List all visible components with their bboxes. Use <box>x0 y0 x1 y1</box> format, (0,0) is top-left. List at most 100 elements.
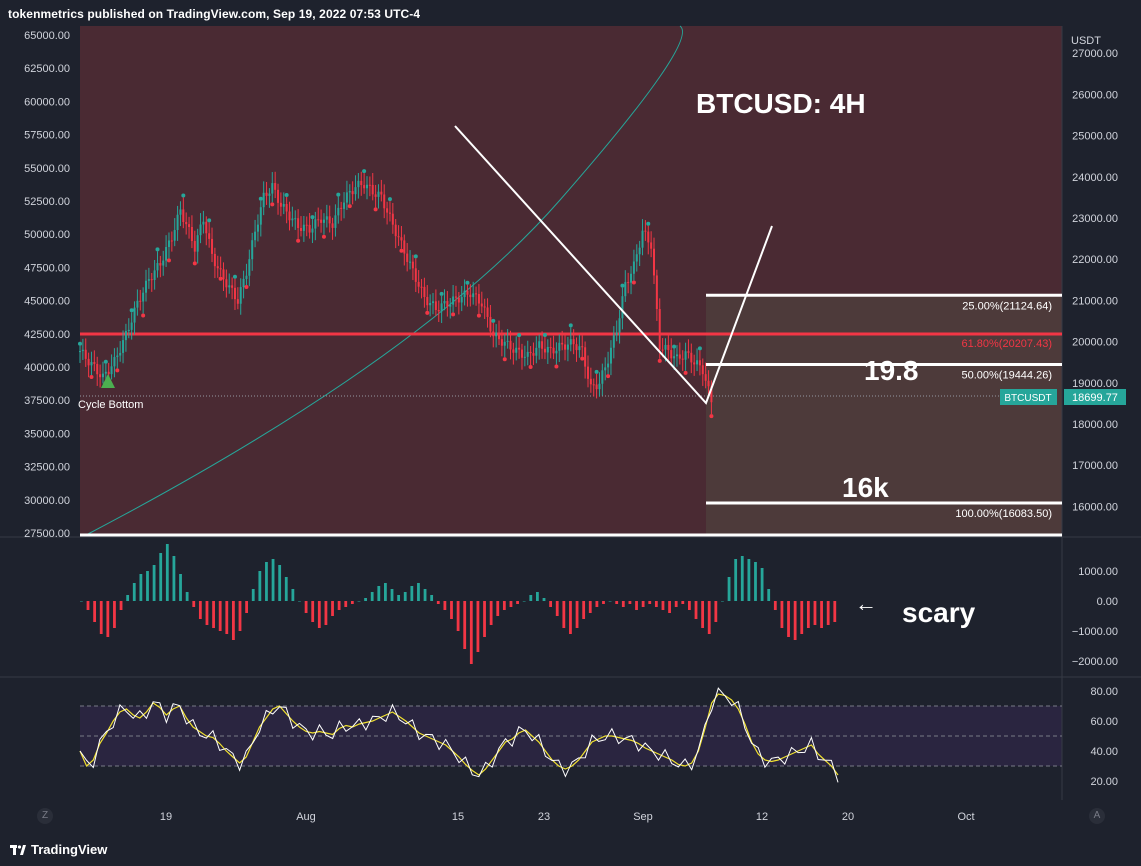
swing-high-dot <box>181 193 186 198</box>
candle-body <box>251 240 254 260</box>
candle-body <box>693 362 696 365</box>
swing-high-dot <box>620 283 625 288</box>
histogram-bar <box>714 601 718 622</box>
rsi-line <box>79 687 839 783</box>
histogram-bar <box>668 601 671 613</box>
chart-area[interactable]: 65000.00 62500.00 60000.00 57500.00 55000.00… <box>0 0 1141 836</box>
swing-high-dot <box>491 318 496 323</box>
candle-body <box>196 235 199 252</box>
candle-body <box>371 184 374 195</box>
swing-high-dot <box>155 247 160 252</box>
candle-body <box>569 339 572 345</box>
right-axis-tick: 27000.00 <box>1072 48 1118 60</box>
histogram-bar <box>555 601 559 616</box>
right-axis-tick: 16000.00 <box>1072 501 1118 513</box>
swing-high-dot <box>542 333 547 338</box>
left-axis-tick: 27500.00 <box>24 528 70 540</box>
swing-low-dot <box>321 234 326 239</box>
candle-body <box>475 293 478 295</box>
swing-high-dot <box>672 344 677 349</box>
candle-body <box>337 207 340 216</box>
symbol-tag: BTCUSDT <box>1004 393 1051 404</box>
swing-low-dot <box>709 414 714 419</box>
candle-body <box>701 365 704 375</box>
right-axis-tick: 19000.00 <box>1072 378 1118 390</box>
candle-body <box>518 347 521 350</box>
candle-body <box>667 344 670 351</box>
candle-body <box>345 192 348 203</box>
histogram-bar <box>218 601 222 631</box>
candle-body <box>698 360 701 366</box>
candle-body <box>368 184 371 186</box>
level-16-label: 16k <box>842 472 889 503</box>
cycle-bottom-label: Cycle Bottom <box>78 399 143 411</box>
candle-body <box>535 347 538 356</box>
candle-body <box>153 270 156 280</box>
histogram-bar <box>443 601 447 610</box>
candle-body <box>340 207 343 209</box>
histogram-bar <box>582 601 586 619</box>
candle-body <box>650 242 653 249</box>
cycle-curve <box>87 25 683 535</box>
swing-high-dot <box>232 274 237 279</box>
candle-body <box>483 306 486 308</box>
histogram-bar <box>146 571 149 601</box>
candle-body <box>190 226 193 242</box>
candle-body <box>145 280 148 293</box>
histogram-bar <box>740 556 744 601</box>
candle-body <box>564 344 567 350</box>
candle-body <box>176 214 179 231</box>
swing-low-dot <box>347 204 352 209</box>
candle-body <box>136 300 139 308</box>
candle-body <box>185 222 188 225</box>
histogram-bar <box>674 601 678 607</box>
tradingview-logo[interactable]: TradingView <box>10 842 107 857</box>
histogram-bar <box>364 598 367 601</box>
candle-body <box>515 347 518 353</box>
candle-body <box>239 287 242 304</box>
swing-low-dot <box>451 312 456 317</box>
histogram-bar <box>139 574 143 601</box>
annotations: BTCUSD: 4H Cycle Bottom 19.8 16k ← scary <box>78 88 976 628</box>
candle-body <box>245 275 248 279</box>
histogram-bar <box>767 589 771 601</box>
symbol-tag-bg <box>1000 389 1057 405</box>
candle-body <box>500 339 503 346</box>
candle-body <box>348 191 351 193</box>
candle-body <box>454 296 457 298</box>
histogram-bar <box>132 583 136 601</box>
momentum-histogram <box>80 544 837 664</box>
candle-body <box>555 350 558 354</box>
candle-body <box>165 247 168 261</box>
histogram-bar <box>463 601 467 649</box>
rsi-signal-line <box>79 693 839 776</box>
auto-scale-button[interactable]: A <box>1089 808 1105 824</box>
timezone-button[interactable]: Z <box>37 808 53 824</box>
histogram-bar <box>172 556 176 601</box>
histogram-bar <box>813 601 817 625</box>
candle-body <box>291 218 294 221</box>
right-axis-tick: 17000.00 <box>1072 460 1118 472</box>
candle-body <box>133 307 136 323</box>
histogram-bar <box>291 589 295 601</box>
candle-body <box>113 357 116 367</box>
candle-body <box>274 183 277 190</box>
histogram-bar <box>456 601 460 631</box>
candle-body <box>127 329 130 332</box>
candle-body <box>101 373 104 378</box>
swing-low-dot <box>141 313 146 318</box>
rsi-axis-tick: 40.00 <box>1090 746 1118 758</box>
candle-body <box>233 287 236 300</box>
histogram-bar <box>377 586 381 601</box>
swing-low-dot <box>115 368 120 373</box>
candle-body <box>529 351 532 354</box>
swing-low-dot <box>218 276 223 281</box>
histogram-bar <box>734 559 738 601</box>
histogram-bar <box>284 577 288 601</box>
histogram-bar <box>502 601 506 610</box>
candle-body <box>343 202 346 209</box>
histogram-bar <box>516 601 519 604</box>
candle-body <box>541 341 544 349</box>
candle-body <box>520 349 523 358</box>
histogram-bar <box>251 589 255 601</box>
